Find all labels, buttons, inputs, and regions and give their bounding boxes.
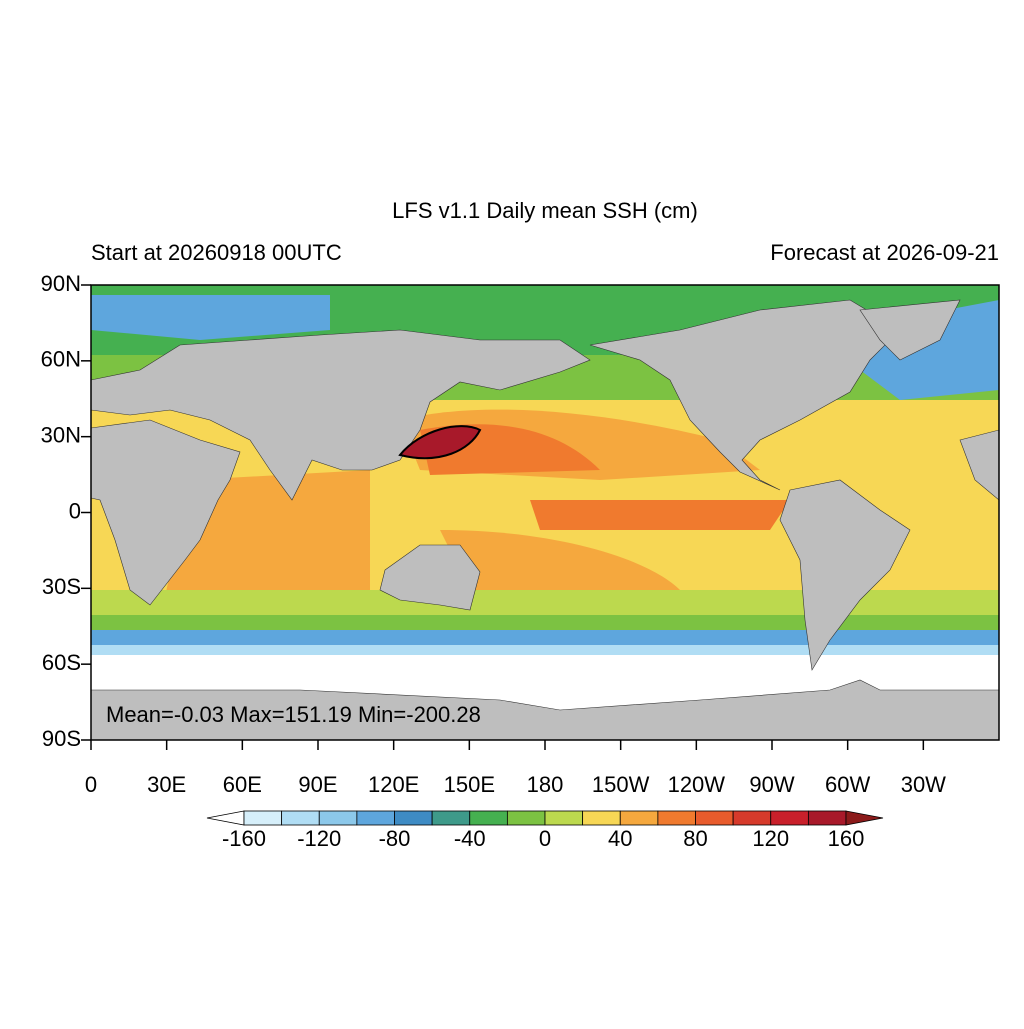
colorbar-label: 0 (539, 826, 551, 851)
colorbar-box (394, 810, 433, 826)
stats: Mean=-0.03 Max=151.19 Min=-200.28 (106, 702, 481, 727)
lon-tick-label: 90W (749, 772, 794, 797)
lat-tick-label: 30S (42, 574, 81, 599)
title: LFS v1.1 Daily mean SSH (cm) (392, 198, 698, 223)
lon-tick-label: 60E (223, 772, 262, 797)
colorbar-box (807, 810, 847, 826)
lon-tick-label: 30E (147, 772, 186, 797)
lon-tick-label: 120W (668, 772, 726, 797)
lon-tick-label: 120E (368, 772, 419, 797)
colorbar-box (356, 810, 395, 826)
colorbar-label: -120 (297, 826, 341, 851)
lon-tick-label: 30W (901, 772, 946, 797)
colorbar-label: -80 (379, 826, 411, 851)
colorbar-under (206, 810, 245, 826)
colorbar-box (469, 810, 508, 826)
lon-tick-label: 90E (298, 772, 337, 797)
ssh-field (91, 285, 999, 740)
right-subtitle: Forecast at 2026-09-21 (770, 240, 999, 265)
lat-tick-label: 0 (69, 498, 81, 523)
colorbar-label: 160 (828, 826, 865, 851)
colorbar-label: 40 (608, 826, 632, 851)
colorbar-box (431, 810, 471, 826)
colorbar-box (281, 810, 320, 826)
lat-tick-label: 60S (42, 650, 81, 675)
lon-tick-label: 150W (592, 772, 650, 797)
lat-tick-label: 90S (42, 726, 81, 751)
colorbar-box (544, 810, 584, 826)
lon-tick-label: 60W (825, 772, 870, 797)
colorbar-box (619, 810, 659, 826)
colorbar-box (243, 810, 283, 826)
colorbar-box (318, 810, 358, 826)
colorbar-box (657, 810, 696, 826)
colorbar-label: -160 (222, 826, 266, 851)
colorbar-label: 120 (752, 826, 789, 851)
lon-tick-label: 180 (527, 772, 564, 797)
lon-tick-label: 150E (444, 772, 495, 797)
lat-tick-label: 60N (41, 347, 81, 372)
colorbar-box (770, 810, 809, 826)
colorbar-over (845, 810, 884, 826)
colorbar-box (695, 810, 734, 826)
left-subtitle: Start at 20260918 00UTC (91, 240, 342, 265)
lat-tick-label: 30N (41, 422, 81, 447)
colorbar-box (732, 810, 772, 826)
colorbar-label: -40 (454, 826, 486, 851)
lon-tick-label: 0 (85, 772, 97, 797)
colorbar-box (582, 810, 621, 826)
colorbar-box (506, 810, 546, 826)
lat-tick-label: 90N (41, 271, 81, 296)
colorbar-label: 80 (683, 826, 707, 851)
